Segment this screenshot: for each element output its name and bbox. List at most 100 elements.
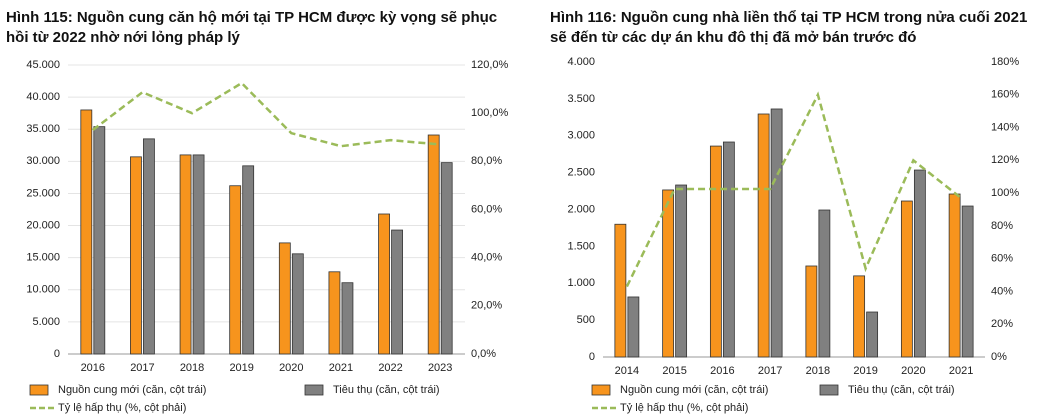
x-tick-label: 2020: [901, 365, 925, 377]
y2-tick-label: 100,0%: [471, 107, 509, 119]
bar: [770, 108, 783, 358]
x-tick-label: 2016: [81, 362, 105, 374]
bar: [757, 113, 770, 358]
bar: [130, 156, 142, 355]
bar: [143, 138, 155, 355]
legend-swatch: [304, 384, 324, 396]
legend-label: Tiêu thụ (căn, cột trái): [333, 384, 440, 396]
bar: [440, 162, 453, 355]
bar: [278, 242, 291, 355]
line: [92, 81, 441, 148]
y-tick-label: 5.000: [32, 316, 60, 328]
y-tick-label: 0: [589, 351, 595, 363]
bar: [391, 229, 403, 355]
bar: [913, 169, 926, 358]
legend-swatch: [591, 384, 611, 396]
y2-tick-label: 80,0%: [471, 155, 502, 167]
x-tick-label: 2018: [806, 365, 830, 377]
legend-label: Tiêu thụ (căn, cột trái): [848, 384, 955, 396]
y-tick-label: 500: [577, 314, 595, 326]
y-tick-label: 1.000: [567, 277, 595, 289]
bar: [291, 253, 304, 355]
chart-title: Hình 116: Nguồn cung nhà liền thổ tại TP…: [550, 9, 1028, 46]
bar: [853, 275, 866, 358]
y-tick-label: 3.500: [567, 93, 595, 105]
x-tick-label: 2016: [710, 365, 734, 377]
y-tick-label: 2.000: [567, 203, 595, 215]
y2-tick-label: 100%: [991, 187, 1019, 199]
x-tick-label: 2015: [662, 365, 686, 377]
y2-tick-label: 180%: [991, 56, 1019, 68]
legend-label: Nguồn cung mới (căn, cột trái): [58, 384, 206, 396]
legend-label: Tỷ lệ hấp thụ (%, cột phải): [620, 402, 748, 414]
y-tick-label: 35.000: [26, 123, 60, 135]
bar: [328, 271, 341, 355]
x-tick-label: 2014: [615, 365, 639, 377]
y-tick-label: 20.000: [26, 219, 60, 231]
x-tick-label: 2018: [180, 362, 204, 374]
y2-tick-label: 20%: [991, 318, 1013, 330]
bar: [675, 184, 688, 358]
bar: [948, 193, 961, 358]
bar: [427, 134, 440, 355]
bar: [229, 185, 242, 355]
y-tick-label: 30.000: [26, 155, 60, 167]
y2-tick-label: 160%: [991, 89, 1019, 101]
bar: [93, 126, 106, 355]
y-tick-label: 15.000: [26, 252, 60, 264]
bar: [866, 311, 879, 358]
y2-tick-label: 120%: [991, 154, 1019, 166]
bar: [242, 165, 255, 355]
y-tick-label: 1.500: [567, 240, 595, 252]
bar: [179, 154, 192, 355]
y2-tick-label: 40%: [991, 285, 1013, 297]
line: [625, 91, 962, 288]
y2-tick-label: 20,0%: [471, 300, 502, 312]
bar: [722, 141, 735, 358]
x-tick-label: 2019: [853, 365, 877, 377]
x-tick-label: 2021: [949, 365, 973, 377]
y2-tick-label: 140%: [991, 121, 1019, 133]
bar: [378, 213, 390, 355]
y-tick-label: 4.000: [567, 56, 595, 68]
x-tick-label: 2019: [229, 362, 253, 374]
y-tick-label: 3.000: [567, 130, 595, 142]
x-tick-label: 2020: [279, 362, 303, 374]
bar: [627, 296, 640, 358]
x-tick-label: 2017: [758, 365, 782, 377]
y2-tick-label: 120,0%: [471, 59, 509, 71]
bar: [709, 145, 722, 358]
x-tick-label: 2021: [329, 362, 353, 374]
chart-title: Hình 115: Nguồn cung căn hộ mới tại TP H…: [6, 9, 498, 46]
legend-swatch: [819, 384, 839, 396]
y2-tick-label: 40,0%: [471, 252, 502, 264]
y2-tick-label: 0%: [991, 351, 1007, 363]
y-tick-label: 25.000: [26, 187, 60, 199]
legend-label: Tỷ lệ hấp thụ (%, cột phải): [58, 402, 186, 414]
y-tick-label: 0: [54, 348, 60, 360]
bar: [818, 209, 831, 358]
x-tick-label: 2017: [130, 362, 154, 374]
bar: [614, 223, 627, 358]
y2-tick-label: 0,0%: [471, 348, 496, 360]
bar: [341, 282, 354, 355]
bar: [961, 205, 974, 358]
y2-tick-label: 80%: [991, 220, 1013, 232]
legend-label: Nguồn cung mới (căn, cột trái): [620, 384, 768, 396]
y2-tick-label: 60%: [991, 253, 1013, 265]
y-tick-label: 40.000: [26, 91, 60, 103]
bar: [192, 154, 205, 355]
x-tick-label: 2022: [378, 362, 402, 374]
legend-swatch: [29, 384, 49, 396]
bar: [900, 200, 913, 358]
y-tick-label: 2.500: [567, 167, 595, 179]
bar: [80, 109, 93, 355]
y-tick-label: 10.000: [26, 284, 60, 296]
bar: [662, 189, 675, 358]
y2-tick-label: 60,0%: [471, 203, 502, 215]
y-tick-label: 45.000: [26, 59, 60, 71]
bar: [805, 265, 818, 358]
x-tick-label: 2023: [428, 362, 452, 374]
